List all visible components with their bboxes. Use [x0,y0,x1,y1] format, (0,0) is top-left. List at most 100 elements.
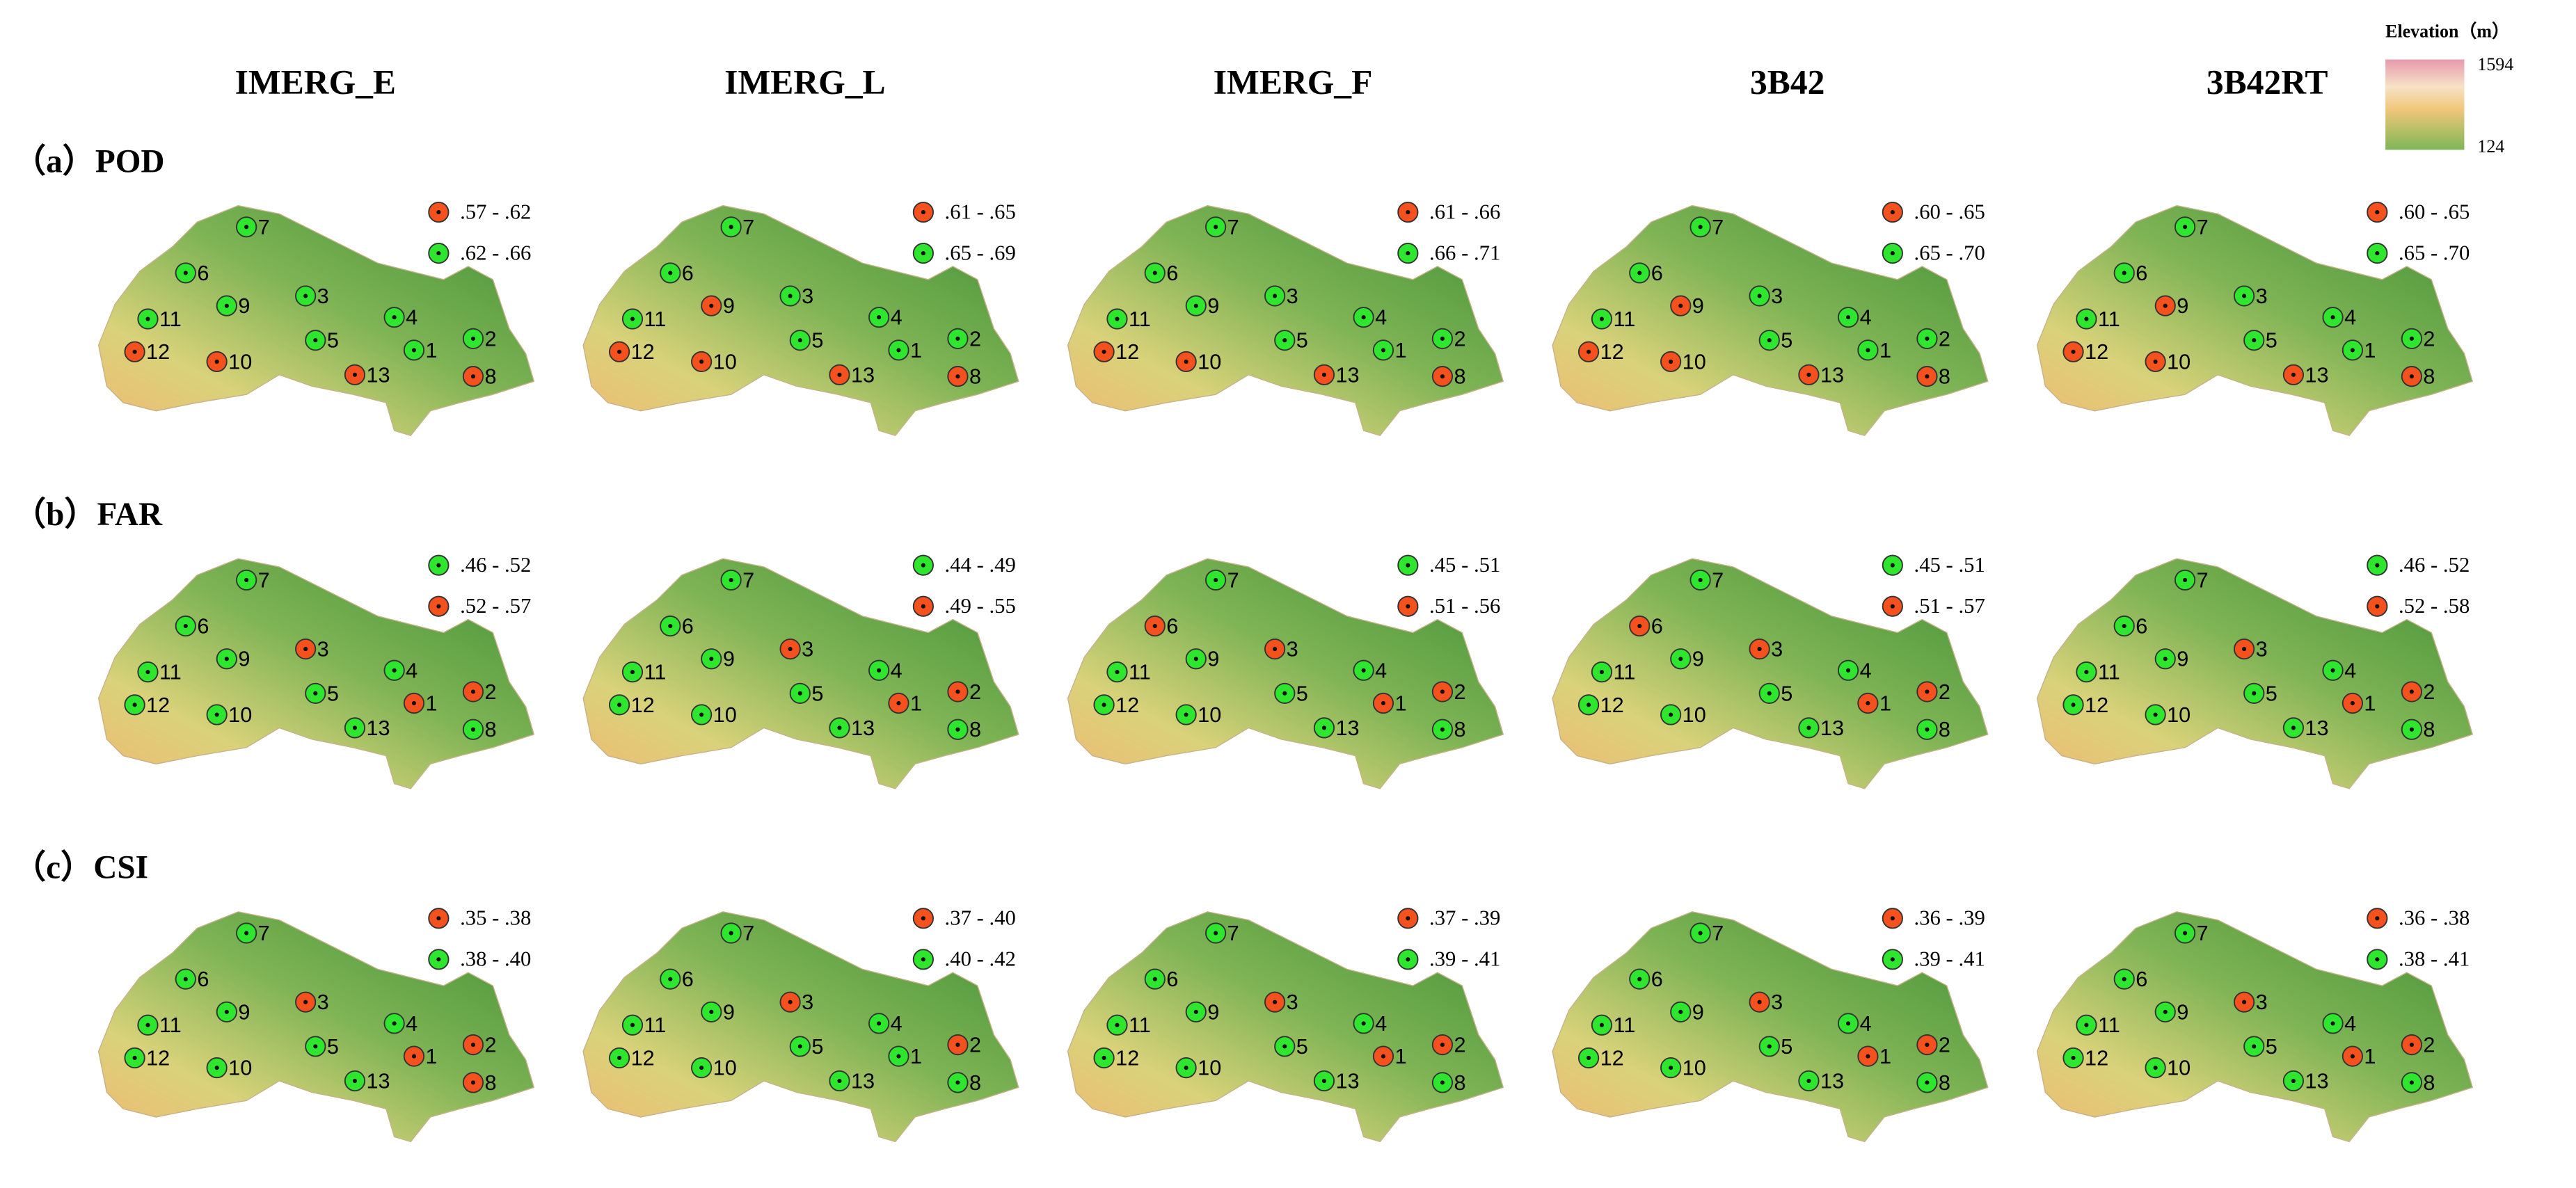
legend-label: .66 - .71 [1429,241,1500,265]
station-label: 6 [197,967,209,991]
legend-dot [436,210,441,215]
station-label: 3 [317,637,329,661]
station-label: 8 [1939,717,1950,741]
station-label: 3 [2256,284,2268,308]
station-label: 10 [1683,349,1706,374]
basin [582,911,1019,1143]
station-label: 7 [1227,215,1239,239]
station-label: 8 [2423,1070,2435,1095]
station-label: 9 [238,294,250,318]
station-label: 5 [327,1034,339,1059]
station-dot [183,271,188,275]
legend-label: .52 - .57 [460,594,531,618]
station-label: 11 [644,1013,667,1037]
legend-dot [2375,210,2380,215]
station-label: 3 [1771,637,1783,661]
basin [97,204,535,436]
station-dot [1193,1009,1198,1014]
station-dot [352,1078,358,1084]
station-dot [2084,316,2089,321]
station-dot [1586,703,1591,707]
station-label: 11 [1129,660,1151,684]
station-label: 4 [2344,305,2356,330]
station-label: 3 [1771,284,1783,308]
station-label: 1 [425,691,437,715]
station-dot [244,577,249,583]
station-dot [392,1021,397,1026]
legend-dot [2375,563,2380,568]
station-dot [1767,691,1772,696]
station-dot [2071,349,2076,354]
station-dot [1440,727,1445,732]
station-dot [2183,577,2188,583]
station-label: 5 [811,328,823,353]
station-label: 9 [2177,1000,2188,1024]
station-label: 3 [802,284,813,308]
station-dot [1102,349,1106,354]
station-label: 1 [910,338,922,362]
station-label: 5 [327,328,339,353]
station-dot [2084,1022,2089,1027]
station-dot [1669,1066,1673,1070]
station-dot [1846,1021,1851,1026]
basin [582,558,1019,789]
station-label: 10 [1198,349,1221,374]
station-dot [1273,1000,1278,1004]
elevation-min: 124 [2477,136,2504,156]
station-dot [2409,1043,2414,1047]
legend-dot [1406,604,1410,609]
station-label: 13 [851,1068,875,1093]
basin [582,204,1019,436]
station-label: 12 [2085,1045,2108,1070]
basin [97,558,535,789]
station-dot [1866,348,1870,353]
station-dot [214,359,219,364]
station-dot [877,1021,882,1026]
legend-label: .51 - .57 [1914,594,1985,618]
station-label: 9 [723,647,735,671]
station-label: 10 [2167,703,2191,727]
station-label: 10 [1198,1056,1221,1080]
station-label: 13 [1335,1068,1359,1093]
station-label: 2 [2423,1033,2435,1057]
station-label: 5 [1296,328,1308,353]
legend-dot [1406,916,1410,921]
station-label: 8 [969,364,981,389]
station-dot [1698,931,1703,936]
elevation-legend: Elevation（m） 1594 124 [2385,22,2513,156]
legend-label: .60 - .65 [1914,200,1985,223]
station-label: 13 [366,1068,390,1093]
legend-label: .37 - .39 [1429,906,1500,930]
basin [1552,558,1989,789]
station-dot [788,647,793,652]
station-label: 12 [2085,693,2108,717]
station-dot [837,1078,842,1084]
station-label: 5 [811,1034,823,1059]
station-label: 11 [1613,307,1635,331]
legend-dot [1890,251,1895,256]
station-dot [1440,336,1445,341]
station-label: 5 [2266,328,2277,353]
legend-label: .62 - .66 [460,241,531,265]
station-label: 9 [1692,1000,1704,1024]
station-dot [729,225,733,230]
station-dot [1698,577,1703,583]
legend-dot [1406,563,1410,568]
station-label: 10 [1683,703,1706,727]
station-dot [896,700,901,706]
station-label: 8 [1939,1070,1950,1095]
station-dot [2409,374,2414,379]
station-dot [896,348,901,353]
station-dot [2153,359,2158,364]
station-label: 7 [742,568,754,592]
station-label: 13 [2305,362,2328,387]
station-dot [788,1000,793,1004]
legend-dot [2375,251,2380,256]
station-label: 1 [1394,691,1406,715]
station-label: 6 [2136,614,2147,639]
station-dot [244,225,249,230]
station-dot [214,1066,219,1070]
